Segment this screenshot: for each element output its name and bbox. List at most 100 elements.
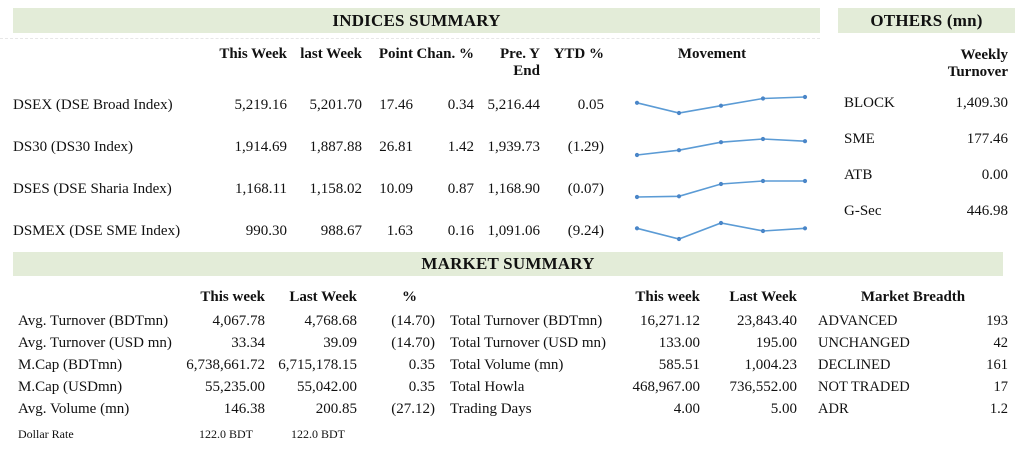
- cell-ytd-pct: 0.05: [577, 96, 604, 113]
- row-label: Total Volume (mn): [450, 357, 564, 373]
- cell-chan-pct: 0.34: [447, 96, 474, 113]
- row-label: Total Turnover (USD mn): [450, 335, 607, 351]
- row-label: Trading Days: [450, 401, 532, 417]
- others-row: ATB 0.00: [838, 157, 1008, 193]
- indices-table: This Week last Week Point Chan. % Pre. Y…: [13, 44, 820, 252]
- sparkline-chart: [604, 126, 820, 168]
- cell-last-week: 1,158.02: [309, 180, 363, 197]
- cell-chan-pct: 0.16: [447, 222, 474, 239]
- breadth-row: DECLINED 161: [818, 354, 1008, 376]
- cell-point: 26.81: [379, 138, 413, 155]
- cell-pct: (27.12): [391, 401, 435, 417]
- cell-last-week: 6,715,178.15: [278, 357, 357, 373]
- cell-ytd-pct: (0.07): [567, 180, 604, 197]
- others-panel: Weekly Turnover BLOCK 1,409.30 SME 177.4…: [838, 42, 1008, 229]
- cell-last-week: 23,843.40: [737, 313, 797, 329]
- cell-pct: (14.70): [391, 335, 435, 351]
- breadth-row-label: ADR: [818, 400, 849, 417]
- row-label: M.Cap (BDTmn): [18, 357, 123, 373]
- breadth-row-value: 1.2: [989, 400, 1008, 417]
- cell-point: 17.46: [379, 96, 413, 113]
- cell-last-week: 195.00: [755, 335, 797, 351]
- others-row-label: SME: [844, 130, 875, 147]
- sparkline-chart: [604, 84, 820, 126]
- cell-this-week: 585.51: [658, 357, 700, 373]
- cell-pre-y-end: 1,168.90: [487, 180, 541, 197]
- cell-last-week: 1,004.23: [744, 357, 798, 373]
- indices-summary-header: INDICES SUMMARY: [13, 8, 820, 33]
- indices-summary-title: INDICES SUMMARY: [332, 11, 501, 30]
- cell-this-week: 1,914.69: [234, 138, 288, 155]
- col-header-movement: Movement: [677, 46, 747, 62]
- cell-this-week: 16,271.12: [640, 313, 700, 329]
- cell-last-week: 39.09: [323, 335, 357, 351]
- index-row-label: DSES (DSE Sharia Index): [13, 180, 172, 197]
- others-row-value: 177.46: [966, 130, 1008, 147]
- row-label: Avg. Volume (mn): [18, 401, 130, 417]
- cell-last-week: 5,201.70: [309, 96, 363, 113]
- index-row-label: DS30 (DS30 Index): [13, 138, 133, 155]
- cell-pre-y-end: 1,939.73: [487, 138, 541, 155]
- cell-pre-y-end: 1,091.06: [487, 222, 541, 239]
- cell-last-week: 1,887.88: [309, 138, 363, 155]
- breadth-row: ADR 1.2: [818, 398, 1008, 420]
- dollar-rate-label: Dollar Rate: [18, 427, 74, 441]
- cell-pct: (14.70): [391, 313, 435, 329]
- cell-last-week: 988.67: [320, 222, 362, 239]
- col-header-last-week: Last Week: [729, 289, 797, 305]
- col-header-spacer: [18, 286, 185, 310]
- col-header-spacer: [450, 286, 618, 310]
- cell-ytd-pct: (9.24): [567, 222, 604, 239]
- sparkline-chart: [604, 168, 820, 210]
- col-header-chan-pct: Chan. %: [416, 46, 474, 62]
- divider: [0, 38, 820, 39]
- others-row-label: G-Sec: [844, 202, 882, 219]
- others-row: SME 177.46: [838, 121, 1008, 157]
- cell-chan-pct: 0.87: [447, 180, 474, 197]
- market-summary-left-table: This week Last Week % Avg. Turnover (BDT…: [18, 286, 435, 444]
- cell-pre-y-end: 5,216.44: [487, 96, 541, 113]
- breadth-row-label: UNCHANGED: [818, 334, 910, 351]
- cell-this-week: 133.00: [658, 335, 700, 351]
- cell-this-week: 55,235.00: [205, 379, 265, 395]
- cell-pct: 0.35: [408, 379, 435, 395]
- cell-chan-pct: 1.42: [447, 138, 474, 155]
- row-label: Avg. Turnover (USD mn): [18, 335, 172, 351]
- cell-last-week: 200.85: [315, 401, 357, 417]
- market-summary-header: MARKET SUMMARY: [13, 252, 1003, 276]
- col-header-pct: %: [402, 289, 417, 305]
- cell-empty: [357, 424, 435, 444]
- col-header-this-week: This week: [635, 289, 700, 305]
- cell-this-week: 1,168.11: [235, 180, 287, 197]
- weekly-turnover-header: Weekly Turnover: [947, 47, 1008, 80]
- cell-last-week: 55,042.00: [297, 379, 357, 395]
- row-label: Total Turnover (BDTmn): [450, 313, 603, 329]
- cell-ytd-pct: (1.29): [567, 138, 604, 155]
- cell-this-week: 990.30: [245, 222, 287, 239]
- dollar-rate-last-week: 122.0 BDT: [291, 427, 345, 441]
- dollar-rate-this-week: 122.0 BDT: [199, 427, 253, 441]
- col-header-last-week: last Week: [300, 46, 362, 62]
- breadth-row: UNCHANGED 42: [818, 332, 1008, 354]
- breadth-row: NOT TRADED 17: [818, 376, 1008, 398]
- market-breadth-panel: Market Breadth ADVANCED 193 UNCHANGED 42…: [818, 286, 1008, 420]
- breadth-row-value: 17: [993, 378, 1009, 395]
- cell-point: 10.09: [379, 180, 413, 197]
- cell-this-week: 146.38: [223, 401, 265, 417]
- col-header-spacer: [13, 44, 208, 84]
- col-header-last-week: Last Week: [289, 289, 357, 305]
- breadth-row-label: DECLINED: [818, 356, 891, 373]
- cell-last-week: 736,552.00: [729, 379, 798, 395]
- others-row-value: 0.00: [981, 166, 1008, 183]
- others-row-value: 1,409.30: [955, 94, 1009, 111]
- cell-this-week: 4.00: [673, 401, 700, 417]
- cell-point: 1.63: [386, 222, 413, 239]
- market-breadth-title: Market Breadth: [860, 289, 966, 305]
- breadth-row-label: NOT TRADED: [818, 378, 910, 395]
- breadth-row-value: 193: [986, 312, 1008, 329]
- index-row-label: DSMEX (DSE SME Index): [13, 222, 181, 239]
- cell-this-week: 5,219.16: [234, 96, 288, 113]
- cell-this-week: 6,738,661.72: [186, 357, 265, 373]
- row-label: Avg. Turnover (BDTmn): [18, 313, 169, 329]
